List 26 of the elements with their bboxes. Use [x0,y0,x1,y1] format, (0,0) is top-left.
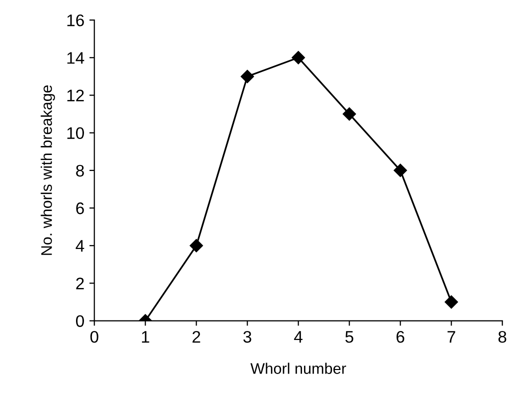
y-tick-label: 4 [76,240,84,252]
x-tick-label: 0 [90,330,98,343]
y-tick-label: 6 [76,202,84,214]
y-tick-label: 10 [67,127,84,140]
point [292,51,305,64]
point [444,295,458,309]
x-tick-label: 7 [448,331,456,343]
x-tick-label: 3 [243,330,252,343]
point [342,107,356,121]
y-tick-label: 0 [76,315,84,328]
x-tick-label: 6 [396,330,404,343]
point [394,164,407,178]
y-tick-label: 12 [67,90,84,102]
point [190,239,203,252]
x-tick-label: 5 [345,331,354,343]
x-tick-label: 2 [192,330,200,343]
y-tick-label: 14 [67,52,84,64]
point [240,70,254,84]
x-axis-title: Whorl number [250,362,346,374]
y-tick-label: 16 [67,14,84,26]
x-tick-label: 4 [294,331,302,343]
y-tick-label: 8 [76,164,84,177]
x-tick-label: 8 [498,330,506,343]
y-tick-label: 2 [76,278,84,290]
x-tick-label: 1 [142,331,150,343]
y-axis-title: No. whorls with breakage [40,85,55,255]
